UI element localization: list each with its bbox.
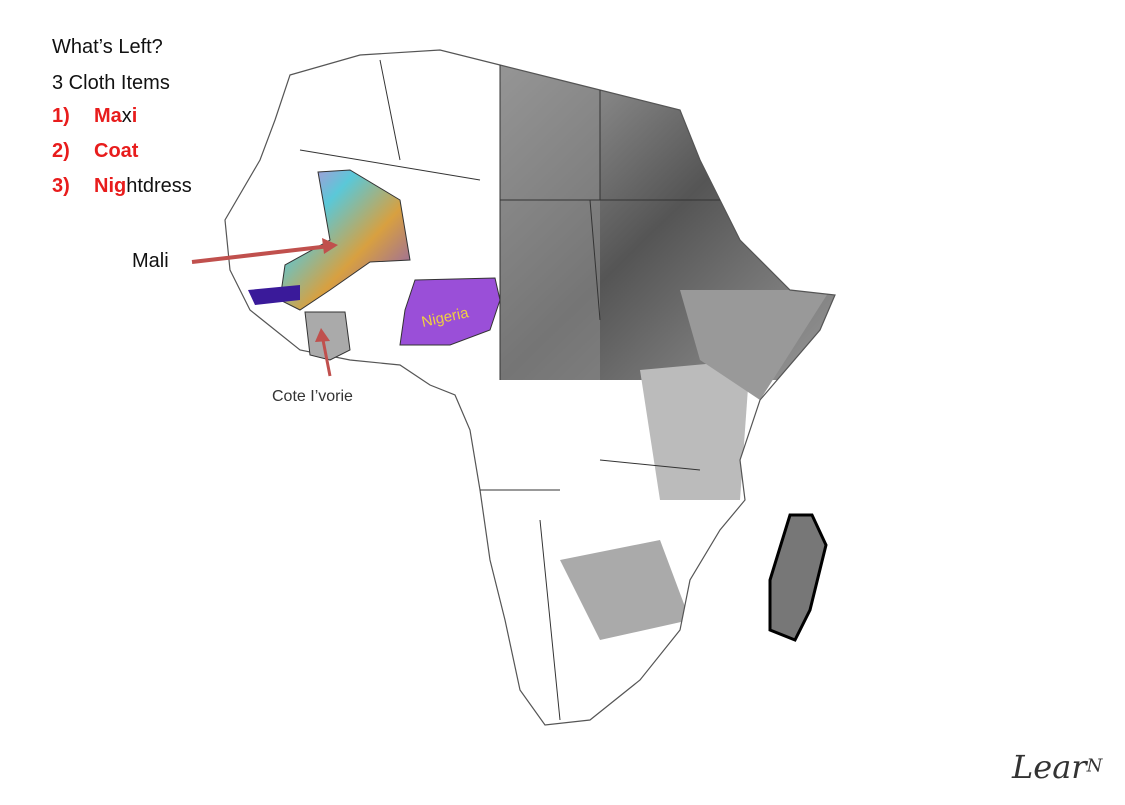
item-number: 2) — [52, 140, 70, 162]
item-text: i — [131, 105, 138, 127]
mali-label: Mali — [132, 250, 169, 272]
subtitle: 3 Cloth Items — [52, 72, 170, 94]
arrowhead — [322, 238, 338, 254]
title: What’s Left? — [52, 36, 163, 58]
cote-arrow — [321, 339, 332, 377]
item-text: Coat — [94, 140, 139, 162]
africa-outline — [224, 49, 836, 726]
arrowhead — [315, 328, 330, 342]
mali-arrow — [191, 244, 331, 264]
logo-sup: N — [1086, 755, 1103, 777]
list-item: 2) Coat — [52, 140, 192, 175]
borders — [299, 59, 720, 721]
cote-region — [304, 311, 351, 361]
cote-label: Cote I’vorie — [272, 388, 353, 405]
item-text: x — [121, 105, 132, 127]
item-number: 1) — [52, 105, 70, 127]
list-item: 1) Maxi — [52, 105, 192, 140]
mali-region — [279, 169, 411, 311]
item-text: htdress — [126, 175, 192, 197]
item-list: 1) Maxi 2) Coat 3) Nightdress — [52, 105, 192, 210]
madagascar — [768, 513, 828, 642]
senegal-region — [248, 285, 300, 305]
logo: LearN — [1012, 748, 1112, 800]
logo-main: Lear — [1012, 748, 1087, 786]
nigeria-region — [399, 277, 501, 346]
list-item: 3) Nightdress — [52, 175, 192, 210]
item-number: 3) — [52, 175, 70, 197]
item-text: Nig — [94, 175, 127, 197]
item-text: Ma — [94, 105, 122, 127]
